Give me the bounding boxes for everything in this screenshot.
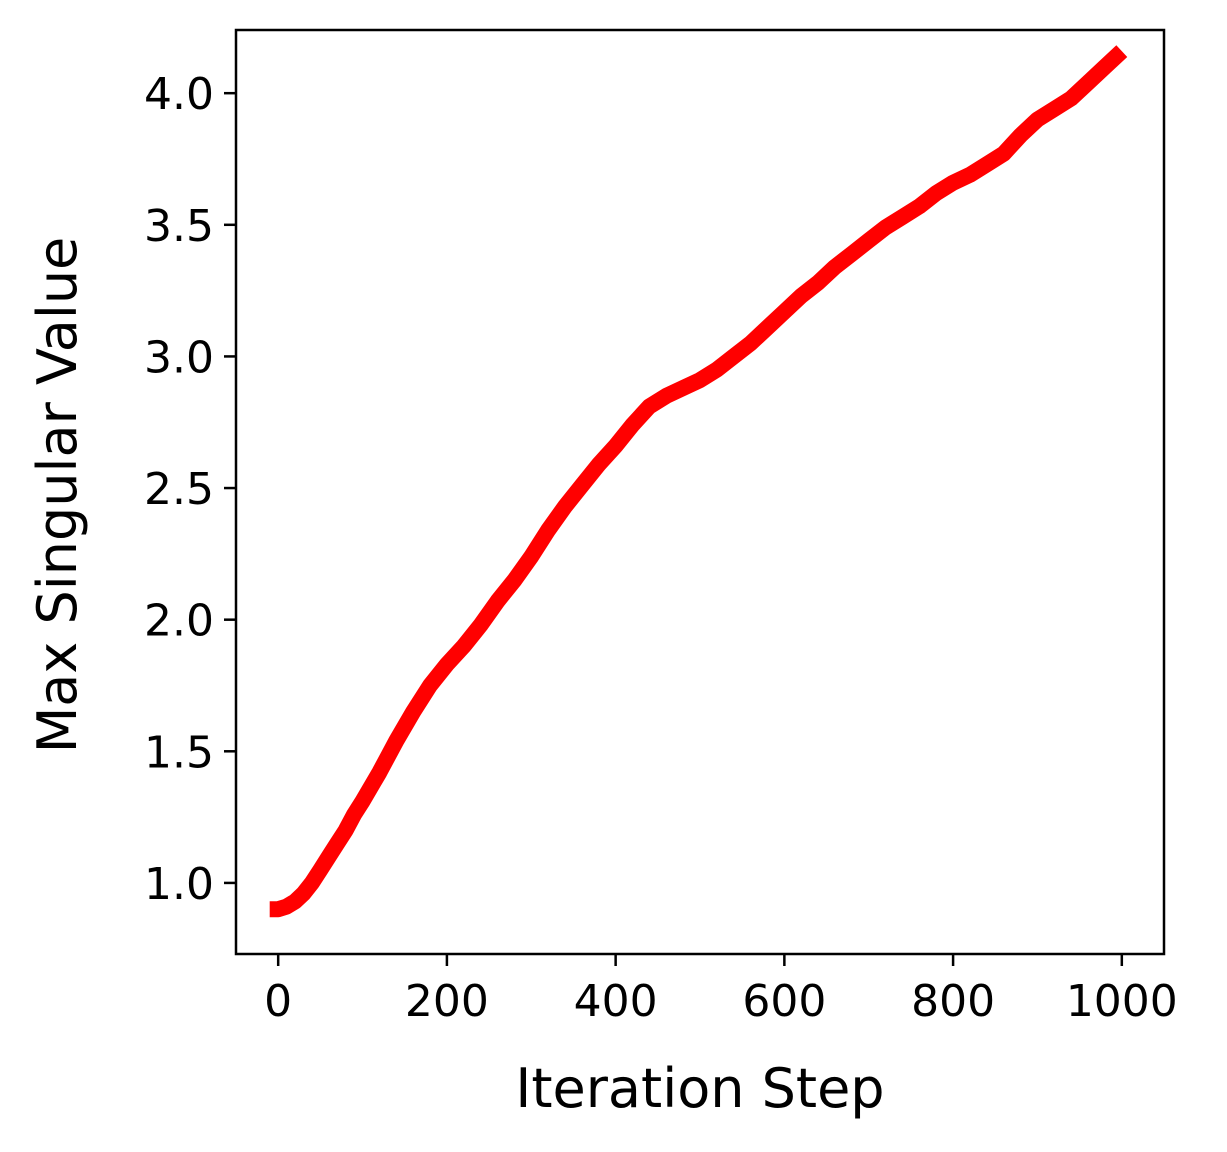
y-tick-label: 1.0 — [144, 859, 214, 910]
y-axis-label: Max Singular Value — [26, 237, 89, 754]
x-axis-label: Iteration Step — [515, 1057, 884, 1120]
y-tick-label: 3.5 — [144, 201, 214, 252]
x-axis: 0 200 400 600 800 1000 — [264, 954, 1178, 1027]
series-layer — [269, 45, 1128, 918]
x-tick-label: 0 — [264, 976, 292, 1027]
y-tick-label: 2.0 — [144, 596, 214, 647]
x-tick-label: 800 — [911, 976, 995, 1027]
x-tick-label: 200 — [405, 976, 489, 1027]
series-line — [269, 45, 1128, 918]
x-tick-label: 1000 — [1066, 976, 1178, 1027]
plot-frame — [234, 28, 1166, 956]
x-tick-label: 400 — [574, 976, 658, 1027]
y-axis: 1.0 1.5 2.0 2.5 3.0 3.5 4.0 — [144, 69, 236, 910]
y-tick-label: 1.5 — [144, 727, 214, 778]
y-tick-label: 3.0 — [144, 332, 214, 383]
y-tick-label: 2.5 — [144, 464, 214, 515]
x-tick-label: 600 — [742, 976, 826, 1027]
y-tick-label: 4.0 — [144, 69, 214, 120]
